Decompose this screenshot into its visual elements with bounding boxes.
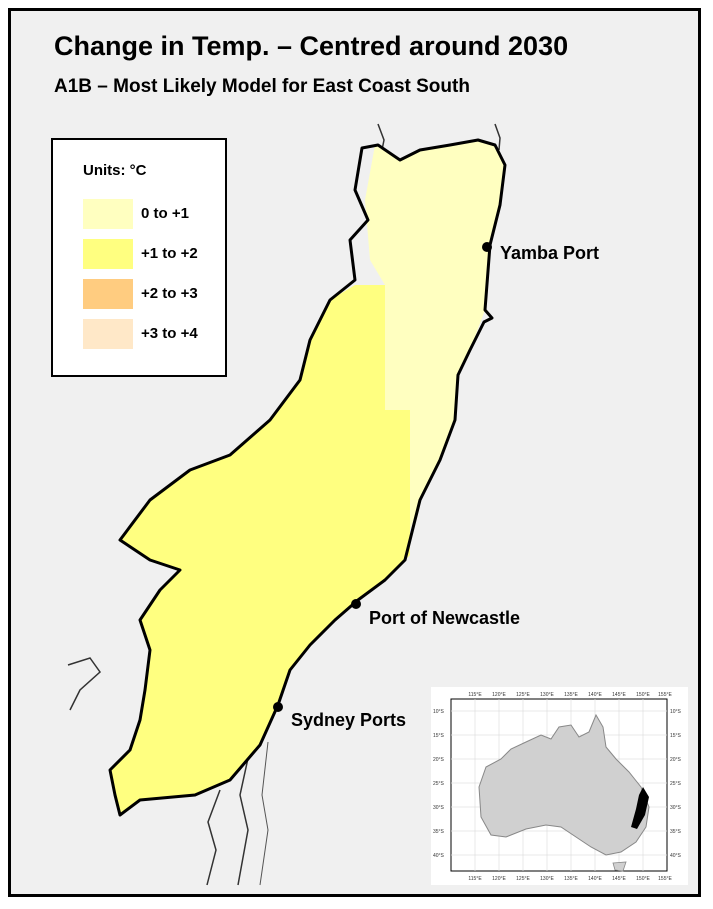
map-title: Change in Temp. – Centred around 2030 [54, 31, 569, 61]
australia-inset-map: 115°E 120°E 125°E 130°E 135°E 140°E 145°… [431, 687, 688, 885]
inset-tasmania [612, 861, 627, 872]
port-marker-yamba[interactable] [482, 242, 492, 252]
inset-tick: 145°E [612, 876, 626, 882]
inset-tick: 125°E [516, 692, 530, 698]
inset-lat-tick: 35°S [670, 829, 682, 835]
inset-lat-tick: 15°S [670, 733, 682, 739]
inset-tick: 115°E [468, 876, 482, 882]
port-label-sydney: Sydney Ports [291, 710, 407, 730]
inset-tick: 150°E [636, 876, 650, 882]
legend-swatch [83, 199, 133, 229]
legend-label: 0 to +1 [141, 205, 189, 222]
inset-svg: 115°E 120°E 125°E 130°E 135°E 140°E 145°… [433, 692, 682, 882]
legend-units: Units: °C [83, 162, 147, 179]
inset-region-highlight [631, 787, 649, 829]
inset-tick: 140°E [588, 876, 602, 882]
zone-0-to-1 [365, 140, 505, 580]
inset-lat-tick: 40°S [433, 853, 445, 859]
legend-item: +1 to +2 [83, 239, 223, 269]
inset-lat-tick: 10°S [433, 709, 445, 715]
legend-swatch [83, 279, 133, 309]
inset-lat-tick: 30°S [433, 805, 445, 811]
legend-label: +1 to +2 [141, 245, 198, 262]
inset-lat-tick: 25°S [670, 781, 682, 787]
inset-tick: 155°E [658, 876, 672, 882]
legend-item: +2 to +3 [83, 279, 223, 309]
inset-tick: 120°E [492, 876, 506, 882]
inset-tick: 130°E [540, 692, 554, 698]
legend-swatch [83, 239, 133, 269]
port-marker-sydney[interactable] [273, 702, 283, 712]
legend-label: +3 to +4 [141, 325, 198, 342]
river-west [67, 657, 101, 711]
inset-tick: 135°E [564, 692, 578, 698]
inset-lat-tick: 15°S [433, 733, 445, 739]
inset-tick: 140°E [588, 692, 602, 698]
inset-lat-tick: 25°S [433, 781, 445, 787]
coast-beyond [259, 741, 269, 886]
inset-lat-tick: 20°S [670, 757, 682, 763]
port-label-yamba: Yamba Port [500, 243, 600, 263]
inset-lat-tick: 40°S [670, 853, 682, 859]
inset-tick: 155°E [658, 692, 672, 698]
inset-lat-tick: 30°S [670, 805, 682, 811]
river-southwest [206, 789, 221, 886]
region-outline [108, 138, 507, 817]
legend-label: +2 to +3 [141, 285, 198, 302]
inset-lat-tick: 10°S [670, 709, 682, 715]
port-label-newcastle: Port of Newcastle [369, 608, 521, 628]
inset-lat-tick: 20°S [433, 757, 445, 763]
river-south [237, 739, 253, 886]
river-northeast [494, 123, 501, 151]
inset-tick: 130°E [540, 876, 554, 882]
map-subtitle: A1B – Most Likely Model for East Coast S… [54, 76, 470, 97]
inset-tick: 135°E [564, 876, 578, 882]
legend-swatch [83, 319, 133, 349]
inset-tick: 115°E [468, 692, 482, 698]
inset-australia-land [478, 713, 650, 856]
inset-tick: 125°E [516, 876, 530, 882]
inset-tick: 120°E [492, 692, 506, 698]
legend: Units: °C 0 to +1 +1 to +2 +2 to +3 +3 t… [51, 138, 227, 377]
inset-tick: 145°E [612, 692, 626, 698]
inset-lat-tick: 35°S [433, 829, 445, 835]
port-marker-newcastle[interactable] [351, 599, 361, 609]
legend-item: 0 to +1 [83, 199, 223, 229]
inset-tick: 150°E [636, 692, 650, 698]
zone-1-to-2 [110, 285, 410, 815]
legend-item: +3 to +4 [83, 319, 223, 349]
